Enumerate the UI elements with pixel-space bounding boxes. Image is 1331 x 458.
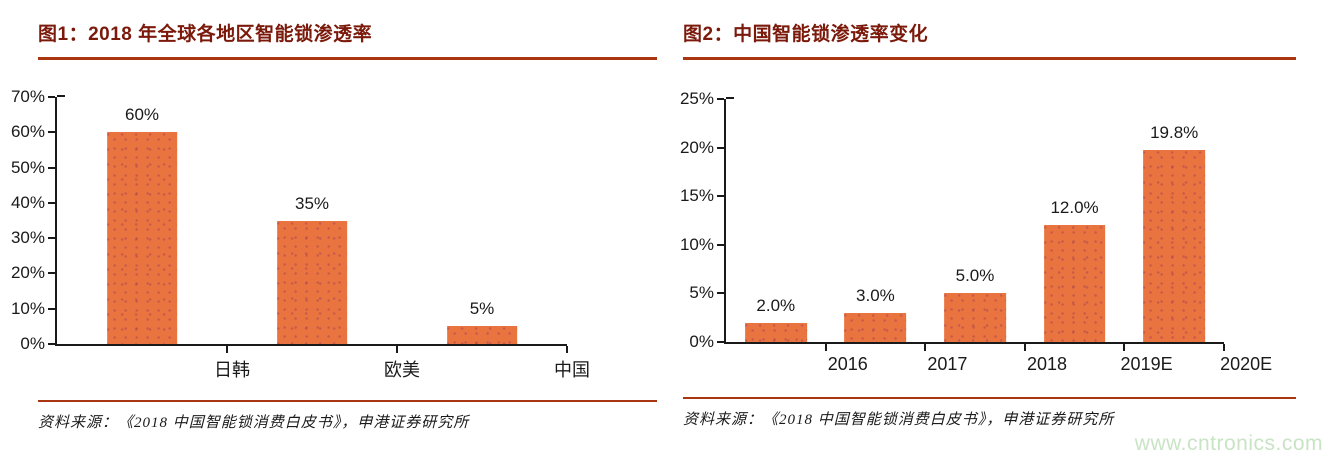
y-tick-label: 20% (679, 137, 714, 157)
y-tick-label: 20% (10, 263, 45, 283)
plot-area: 2.0% 3.0% 5.0% 12.0% 19.8% (717, 97, 1225, 351)
y-tick-mark (48, 343, 55, 345)
x-tick-mark (924, 344, 927, 351)
y-tick-mark (48, 201, 55, 204)
y-tick-mark (717, 243, 724, 246)
x-tick-mark (1223, 344, 1225, 351)
x-axis-label: 2016 (827, 354, 868, 374)
figure-2-title: 图2：中国智能锁渗透率变化 (683, 24, 929, 45)
x-tick-mark (824, 344, 827, 351)
y-tick-mark (48, 131, 55, 134)
bar-value-label: 60% (124, 105, 160, 125)
y-tick-mark (717, 292, 724, 295)
y-tick-mark (48, 166, 55, 169)
bar-slot: 2.0% (726, 99, 826, 342)
y-axis-labels: 0% 5% 10% 15% 20% 25% (679, 89, 724, 351)
x-axis-labels: 日韩 欧美 中国 (55, 346, 657, 382)
y-tick-mark (48, 237, 55, 240)
plot-column: 2.0% 3.0% 5.0% 12.0% 19.8% 2016 2017 2018 2019E… (717, 97, 1296, 375)
bar-2017 (844, 312, 907, 342)
axis-top-cap (726, 97, 734, 99)
plot-area: 60% 35% 5% (48, 95, 568, 353)
y-tick-mark (717, 341, 724, 343)
figure-1-title: 图1：2018 年全球各地区智能锁渗透率 (38, 24, 373, 45)
figure-2: 图2：中国智能锁渗透率变化 0% 5% 10% 15% 20% 25% 2.0% 3.0% 5… (679, 22, 1296, 429)
y-tick-label: 10% (10, 298, 45, 318)
x-axis-label: 2018 (1026, 354, 1067, 374)
bar-value-label: 2.0% (756, 295, 796, 315)
y-tick-mark (717, 146, 724, 149)
x-tick-mark (395, 346, 398, 353)
y-tick-mark (48, 272, 55, 275)
bar-slot: 19.8% (1124, 99, 1224, 342)
x-tick-mark (1023, 344, 1026, 351)
x-axis-label: 2019E (1120, 354, 1173, 374)
x-axis-label: 2017 (927, 354, 968, 374)
y-axis-labels: 0% 10% 20% 30% 40% 50% 60% 70% (11, 87, 55, 353)
y-tick-label: 15% (679, 186, 714, 206)
figure-2-source-text: 资料来源：《2018 中国智能锁消费白皮书》，申港证券研究所 (683, 412, 1115, 428)
bar-slot: 12.0% (1025, 99, 1125, 342)
y-tick-label: 50% (10, 157, 45, 177)
bar-slot: 5.0% (925, 99, 1025, 342)
x-tick-mark (225, 346, 228, 353)
axis-top-cap (57, 95, 65, 97)
bar-2018 (944, 293, 1006, 342)
y-tick-label: 70% (10, 87, 45, 106)
bar-value-label: 19.8% (1150, 122, 1199, 142)
bar-value-label: 35% (294, 193, 330, 213)
y-tick-label: 25% (679, 89, 714, 108)
figure-1-source-text: 资料来源：《2018 中国智能锁消费白皮书》，申港证券研究所 (38, 415, 470, 431)
bar-slot: 5% (397, 97, 567, 344)
bar-日韩 (107, 132, 177, 344)
figure-1-title-rule (38, 57, 657, 60)
x-axis-label: 中国 (554, 360, 590, 380)
bar-2019E (1043, 225, 1106, 342)
figure-1: 图1：2018 年全球各地区智能锁渗透率 0% 10% 20% 30% 40% 50% 60… (11, 22, 657, 432)
y-tick-mark (48, 96, 55, 98)
watermark: www.cntronics.com (1134, 432, 1323, 455)
x-axis-label: 欧美 (384, 360, 420, 380)
x-axis-label: 日韩 (214, 360, 250, 380)
y-tick-label: 0% (20, 334, 45, 353)
bar-value-label: 3.0% (856, 285, 895, 305)
figure-2-title-rule (683, 57, 1296, 60)
bar-value-label: 5.0% (955, 266, 995, 286)
y-tick-label: 40% (10, 192, 45, 212)
plot-column: 60% 35% 5% 日韩 欧美 中国 (48, 95, 657, 382)
bar-欧美 (277, 220, 347, 344)
bar-slots: 60% 35% 5% (57, 97, 567, 344)
x-tick-mark (566, 346, 568, 353)
y-tick-label: 0% (689, 332, 714, 351)
bar-value-label: 12.0% (1050, 198, 1099, 218)
y-tick-label: 60% (10, 122, 45, 142)
bar-chart-china-trend: 0% 5% 10% 15% 20% 25% 2.0% 3.0% 5.0% 12.0% 19.8% … (679, 60, 1296, 375)
x-tick-mark (1123, 344, 1126, 351)
y-tick-mark (48, 307, 55, 310)
bar-slot: 3.0% (826, 99, 926, 342)
bar-中国 (447, 326, 517, 344)
y-tick-label: 5% (689, 283, 714, 303)
figure-2-source-rule (683, 397, 1296, 399)
y-tick-mark (717, 195, 724, 198)
bar-value-label: 5% (469, 299, 495, 319)
bar-2016 (744, 322, 807, 342)
x-axis-labels: 2016 2017 2018 2019E 2020E (724, 344, 1296, 375)
bar-slot: 35% (227, 97, 397, 344)
bar-chart-global-regions: 0% 10% 20% 30% 40% 50% 60% 70% 60% 35% 5% 日韩 欧美 中国 (11, 60, 657, 382)
y-tick-label: 10% (679, 234, 714, 254)
figure-1-source-rule (38, 400, 657, 402)
y-tick-label: 30% (10, 228, 45, 248)
x-axis-label: 2020E (1220, 354, 1273, 374)
bar-slots: 2.0% 3.0% 5.0% 12.0% 19.8% (726, 99, 1224, 342)
bar-2020E (1143, 149, 1206, 342)
bar-slot: 60% (57, 97, 227, 344)
y-tick-mark (717, 98, 724, 100)
